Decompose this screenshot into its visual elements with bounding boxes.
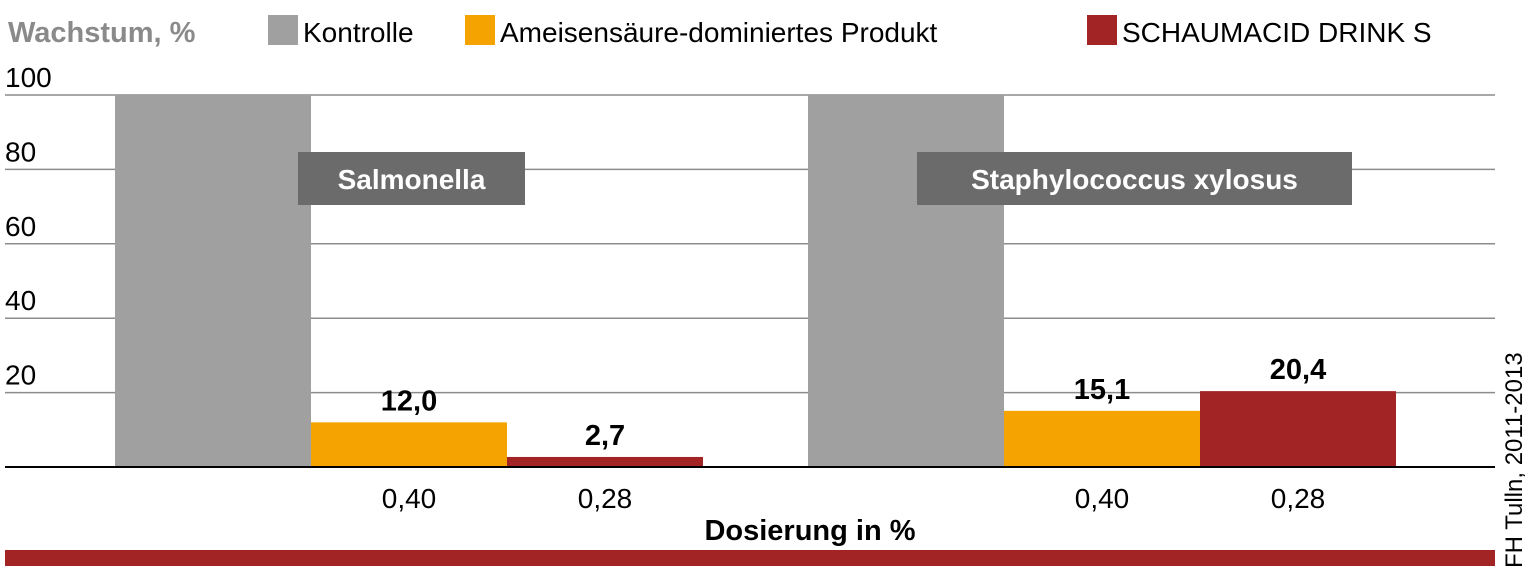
bar — [1004, 410, 1200, 467]
group-label: Salmonella — [338, 164, 486, 195]
x-tick-label: 0,28 — [578, 483, 633, 514]
bar — [311, 422, 507, 467]
legend-swatch — [1087, 15, 1117, 45]
x-tick-label: 0,28 — [1271, 483, 1326, 514]
group-label: Staphylococcus xylosus — [971, 164, 1298, 195]
y-tick-label: 40 — [5, 285, 36, 316]
footer-band — [5, 550, 1495, 566]
group-label-box — [298, 152, 525, 205]
x-axis-title: Dosierung in % — [704, 515, 915, 547]
bar — [1200, 391, 1396, 467]
value-label: 12,0 — [381, 385, 437, 417]
x-tick-label: 0,40 — [382, 483, 437, 514]
y-axis-title: Wachstum, % — [8, 17, 196, 49]
legend-swatch — [268, 15, 298, 45]
y-tick-label: 20 — [5, 360, 36, 391]
y-tick-label: 80 — [5, 136, 36, 167]
source: FH Tulln, 2011-2013 — [1501, 352, 1528, 568]
y-tick-label: 100 — [5, 62, 52, 93]
legend-label: Kontrolle — [303, 17, 414, 48]
bar — [115, 95, 311, 467]
legend-swatch — [465, 15, 495, 45]
x-tick-label: 0,40 — [1075, 483, 1130, 514]
bar — [507, 456, 703, 467]
bar — [808, 95, 1004, 467]
value-label: 2,7 — [585, 420, 625, 452]
value-label: 20,4 — [1270, 354, 1326, 386]
value-label: 15,1 — [1074, 374, 1130, 406]
legend-label: Ameisensäure-dominiertes Produkt — [500, 17, 938, 48]
legend-label: SCHAUMACID DRINK S — [1122, 17, 1432, 48]
group-label-box — [917, 152, 1352, 205]
y-tick-label: 60 — [5, 211, 36, 242]
